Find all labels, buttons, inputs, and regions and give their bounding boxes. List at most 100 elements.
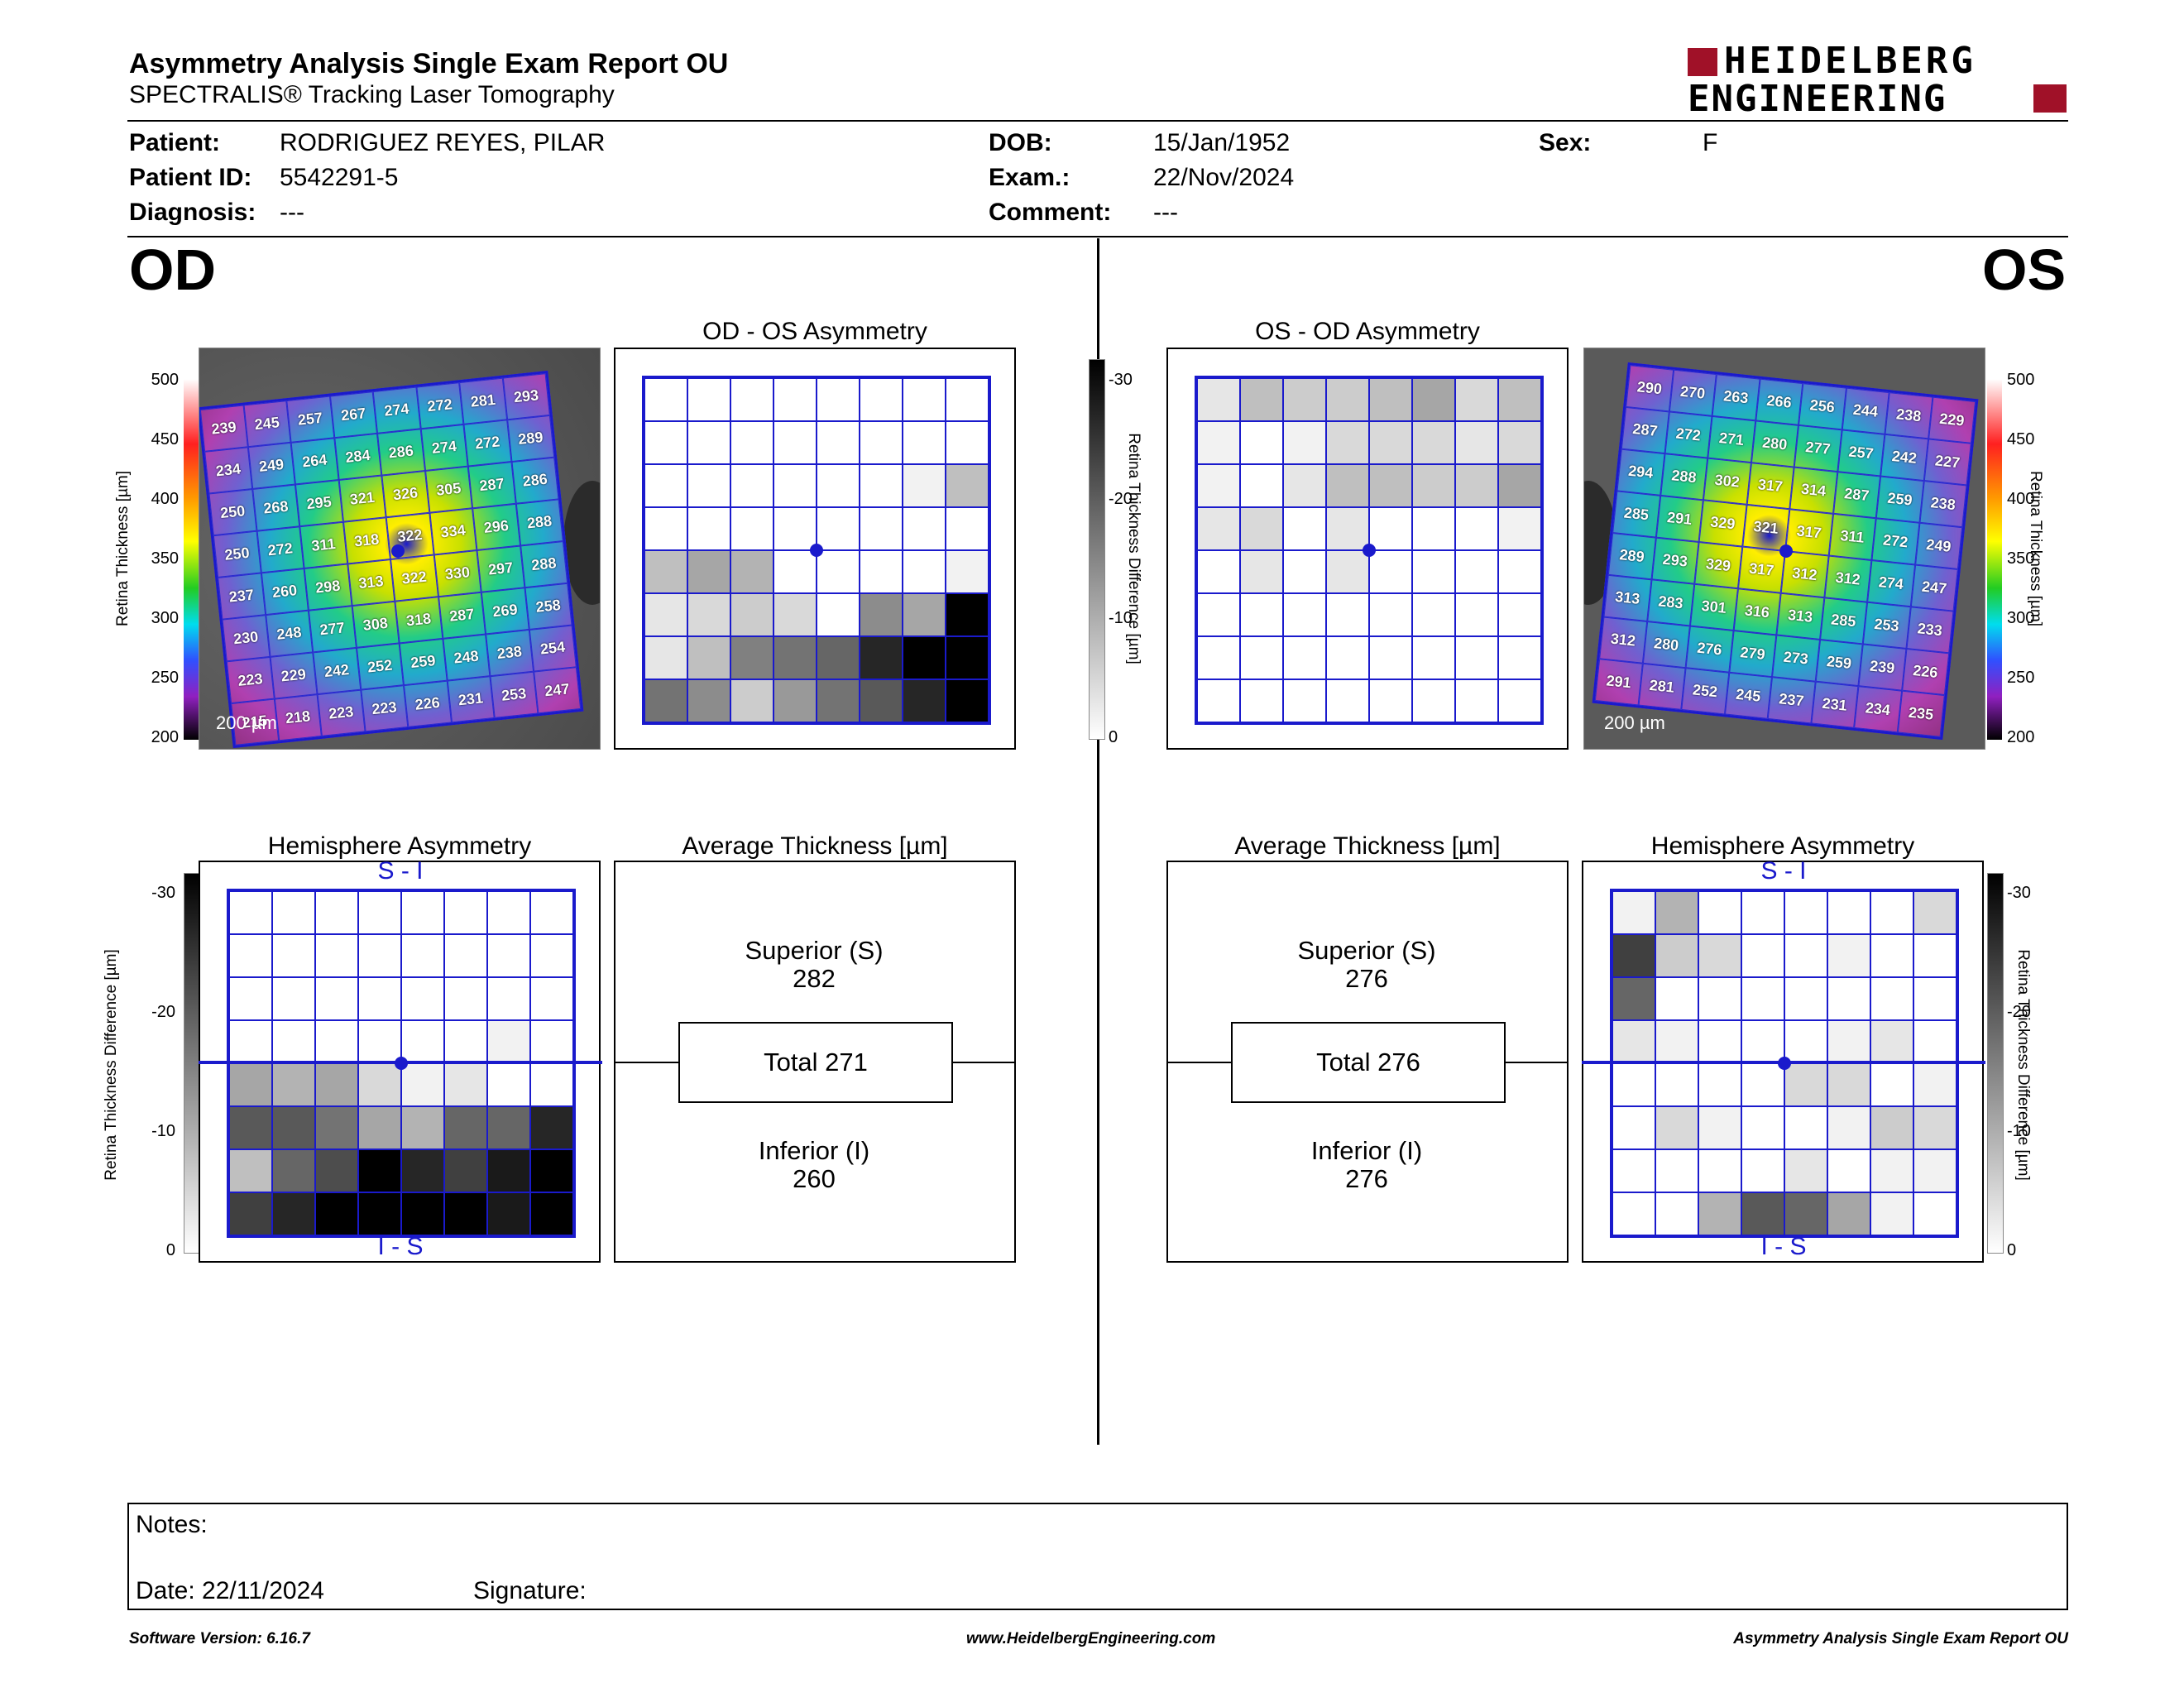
os-asym-cell (1498, 593, 1541, 636)
od-asym-cell (903, 421, 946, 464)
os-thickness-cell: 321 (1741, 504, 1790, 551)
os-asym-cell (1326, 679, 1369, 722)
os-asym-cell (1369, 464, 1412, 507)
mid-diff-tick: -30 (1109, 371, 1133, 389)
os-thickness-cell: 235 (1897, 690, 1945, 737)
os-hemi-cell (1741, 1192, 1784, 1235)
od-hemi-cell (229, 977, 272, 1020)
od-thickness-cell: 274 (372, 386, 421, 434)
os-hemi-cell (1741, 891, 1784, 934)
os-asym-cell (1455, 507, 1498, 550)
os-asym-cell (1498, 378, 1541, 421)
os-thickness-cell: 312 (1780, 551, 1829, 598)
od-thickness-cell: 223 (226, 656, 275, 704)
center-divider (1097, 238, 1099, 1445)
od-avg-title: Average Thickness [µm] (682, 832, 948, 860)
os-hemi-cell (1612, 977, 1655, 1020)
od-asym-cell (946, 464, 989, 507)
od-hemi-cell (530, 1063, 573, 1106)
os-asym-cell (1412, 421, 1455, 464)
od-hemi-cell (229, 891, 272, 934)
os-thickness-cell: 277 (1794, 424, 1842, 472)
os-thickness-tick: 500 (2007, 371, 2035, 389)
od-hemi-cell (530, 891, 573, 934)
os-thickness-cell: 227 (1923, 439, 1971, 486)
od-thickness-cell: 242 (313, 647, 361, 695)
os-hemi-cell (1870, 1192, 1913, 1235)
os-thickness-cell: 259 (1875, 476, 1924, 523)
od-thickness-cell: 272 (256, 526, 304, 573)
od-asym-cell (903, 679, 946, 722)
patient-id-label: Patient ID: (129, 164, 252, 191)
os-thickness-cell: 257 (1837, 429, 1885, 477)
os-diff-tick: -20 (2007, 1003, 2031, 1021)
od-hemi-cell (358, 1192, 401, 1235)
od-asym-cell (860, 507, 903, 550)
od-hemi-cell (401, 1020, 444, 1063)
os-asym-cell (1412, 464, 1455, 507)
os-asym-cell (1369, 421, 1412, 464)
od-hemi-cell (444, 1149, 487, 1192)
od-thickness-cell: 326 (381, 471, 429, 518)
footer-url[interactable]: www.HeidelbergEngineering.com (966, 1630, 1216, 1647)
od-thickness-cell: 297 (477, 545, 524, 592)
od-asym-cell (644, 464, 687, 507)
od-asym-cell (903, 550, 946, 593)
os-asym-cell (1455, 636, 1498, 679)
os-thickness-cell: 270 (1669, 369, 1717, 416)
od-thickness-tick: 250 (151, 669, 179, 687)
od-asym-cell (687, 421, 730, 464)
os-hemi-cell (1870, 1106, 1913, 1149)
os-thickness-cell: 313 (1776, 592, 1824, 640)
os-asymmetry-panel (1166, 348, 1569, 750)
od-thickness-cell: 334 (429, 508, 477, 555)
od-thickness-tick: 300 (151, 609, 179, 627)
od-hemi-cell (530, 934, 573, 977)
os-thickness-cell: 271 (1707, 415, 1755, 463)
mid-diff-tick: -20 (1109, 490, 1133, 508)
os-asym-cell (1498, 507, 1541, 550)
dob-label: DOB: (989, 129, 1052, 156)
os-asym-cell (1197, 636, 1240, 679)
os-asym-cell (1283, 636, 1326, 679)
os-thickness-tick: 450 (2007, 430, 2035, 448)
od-superior-value: 282 (793, 964, 836, 993)
od-asym-cell (730, 550, 774, 593)
od-asym-cell (860, 421, 903, 464)
od-hemi-cell (272, 1106, 315, 1149)
od-thickness-cell: 239 (199, 405, 248, 452)
os-thickness-cell: 266 (1755, 378, 1803, 425)
os-hemi-cell (1784, 1020, 1827, 1063)
os-hemi-cell (1913, 1063, 1956, 1106)
od-asym-cell (774, 593, 817, 636)
od-hemi-cell (487, 934, 530, 977)
od-asym-cell (903, 593, 946, 636)
od-thickness-cell: 252 (356, 643, 404, 690)
od-hemi-cell (358, 1063, 401, 1106)
os-hemi-cell (1698, 1106, 1741, 1149)
od-thickness-cell: 234 (204, 447, 252, 494)
os-asym-cell (1369, 507, 1412, 550)
od-hemi-cell (444, 977, 487, 1020)
od-thickness-cell: 245 (243, 400, 291, 448)
od-hemi-top-label: S - I (377, 857, 424, 885)
od-thickness-cell: 218 (274, 694, 322, 741)
od-total-box: Total 271 (678, 1022, 953, 1103)
os-hemi-cell (1655, 1020, 1698, 1063)
od-asym-cell (903, 507, 946, 550)
date-label: Date: 22/11/2024 (136, 1577, 324, 1604)
os-thickness-tick: 400 (2007, 490, 2035, 508)
od-asym-cell (946, 378, 989, 421)
od-hemi-cell (401, 934, 444, 977)
od-hemi-cell (272, 977, 315, 1020)
notes-label: Notes: (136, 1511, 208, 1538)
os-thickness-cell: 249 (1914, 522, 1963, 569)
os-hemi-cell (1612, 1149, 1655, 1192)
os-hemi-cell (1827, 891, 1870, 934)
os-hemi-cell (1870, 891, 1913, 934)
od-hemi-cell (229, 1192, 272, 1235)
os-hemi-cell (1698, 1149, 1741, 1192)
od-thickness-cell: 257 (286, 396, 334, 443)
patient-id: 5542291-5 (280, 164, 399, 191)
os-asym-cell (1197, 464, 1240, 507)
